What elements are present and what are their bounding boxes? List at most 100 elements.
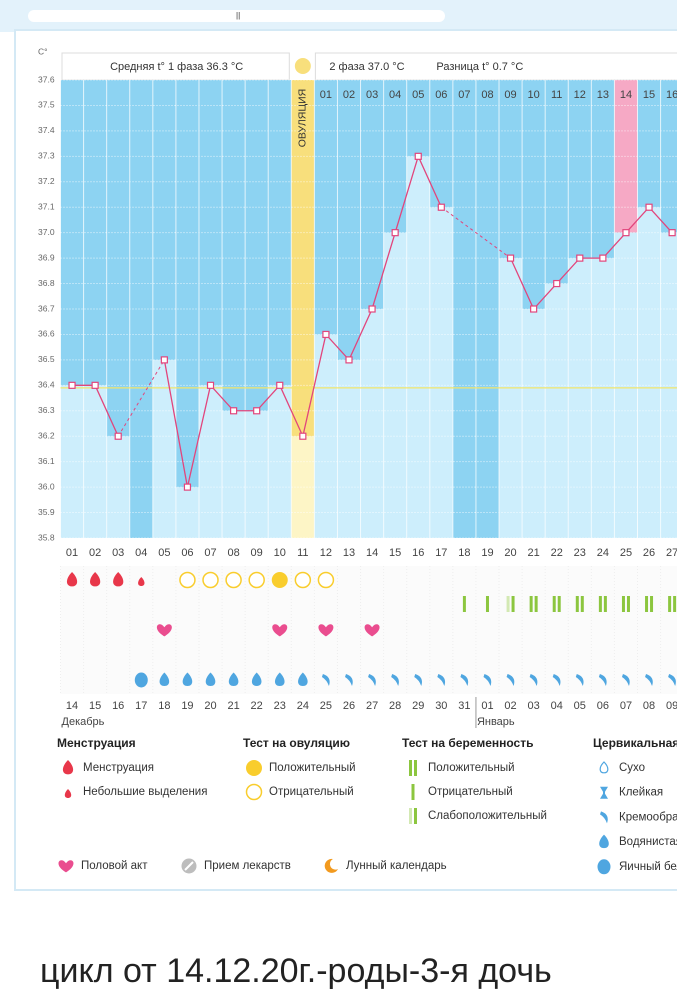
legend-icon (64, 789, 72, 798)
intercourse-mark (272, 624, 288, 637)
y-tick-label: 37.0 (38, 227, 55, 237)
date-label: 05 (574, 700, 586, 712)
pregnancy-test-mark-shape (645, 596, 654, 612)
cervical-mark-shape (274, 672, 285, 686)
date-label: 08 (643, 700, 655, 712)
x-tick-label: 22 (551, 547, 563, 559)
y-tick-label: 36.0 (38, 481, 55, 491)
cervical-mark-shape (345, 674, 353, 686)
x-tick-label: 17 (435, 547, 447, 559)
temperature-bar (406, 156, 430, 539)
menstruation-mark (138, 577, 145, 586)
ovulation-test-mark (271, 572, 288, 588)
legend-icon (411, 784, 415, 800)
cervical-mark-shape (552, 674, 561, 686)
legend-icon-shape (409, 808, 412, 824)
x-tick-label: 09 (251, 547, 263, 559)
x-tick-label: 14 (366, 547, 378, 559)
cervical-mark (391, 674, 399, 686)
cervical-mark (621, 674, 630, 686)
cervical-mark (321, 674, 330, 686)
scrollbar[interactable] (28, 10, 445, 22)
ovulation-test-mark-shape (294, 571, 312, 589)
date-label: 02 (504, 700, 516, 712)
cervical-mark-shape (483, 674, 492, 686)
intercourse-mark-shape (364, 624, 380, 637)
temperature-bar (360, 309, 384, 538)
phase2-day-label: 10 (528, 89, 540, 101)
pregnancy-test-mark (668, 596, 677, 612)
phase2-day-label: 11 (551, 89, 562, 101)
pregnancy-test-mark-shape (485, 596, 489, 612)
x-tick-label: 26 (643, 547, 655, 559)
y-tick-label: 37.1 (38, 201, 55, 211)
y-tick-label: 37.6 (38, 74, 55, 84)
x-tick-label: 16 (412, 547, 424, 559)
date-label: 25 (320, 700, 332, 712)
legend-icon-shape (599, 834, 609, 849)
gap-connector (117, 359, 165, 437)
temperature-point (506, 254, 515, 262)
temperature-point (68, 381, 76, 389)
legend-title: Тест на овуляцию (243, 736, 350, 750)
pregnancy-test-mark (462, 596, 466, 612)
temperature-point (576, 254, 584, 262)
legend-item: Прием лекарств (204, 860, 291, 872)
x-tick-label: 03 (112, 547, 124, 559)
temperature-point (299, 432, 307, 440)
date-label: 03 (528, 700, 540, 712)
caption: цикл от 14.12.20г.-роды-3-я дочь (40, 952, 552, 990)
legend-icon (599, 834, 609, 849)
cervical-mark (483, 674, 492, 686)
cervical-mark-shape (298, 672, 308, 686)
cervical-mark-shape (437, 674, 446, 686)
x-tick-label: 11 (297, 547, 308, 559)
cervical-mark-shape (368, 674, 376, 686)
phase2-day-label: 03 (366, 89, 378, 101)
cervical-mark (645, 674, 653, 686)
date-label: 17 (135, 700, 147, 712)
phase2-day-label: 09 (504, 89, 516, 101)
y-tick-label: 37.3 (38, 151, 55, 161)
highlight-column (614, 80, 638, 233)
legend-icon (600, 811, 608, 824)
x-tick-label: 21 (528, 547, 540, 559)
temperature-point (183, 483, 192, 491)
temperature-bar (152, 359, 176, 538)
menstruation-mark-shape (138, 577, 145, 586)
date-label: 21 (227, 700, 239, 712)
cervical-mark (414, 674, 422, 686)
cervical-mark (134, 672, 148, 688)
temperature-bar (499, 258, 523, 538)
phase2-day-label: 14 (620, 89, 632, 101)
legend-item: Сухо (619, 762, 645, 774)
legend-item: Лунный календарь (346, 860, 447, 872)
temperature-point (414, 152, 422, 160)
phase2-day-label: 07 (458, 89, 470, 101)
cervical-mark-shape (159, 672, 170, 686)
date-label: 22 (251, 700, 263, 712)
legend-icon (599, 761, 609, 774)
phase2-day-label: 16 (666, 89, 677, 101)
y-tick-label: 36.8 (38, 278, 55, 288)
temperature-bar (383, 232, 407, 538)
y-tick-label: 36.5 (38, 354, 55, 364)
cervical-mark (598, 674, 607, 686)
y-tick-label: 37.5 (38, 100, 55, 110)
date-label: 07 (620, 700, 632, 712)
cervical-mark-shape (391, 674, 399, 686)
legend-icon-shape (600, 811, 608, 824)
date-label: 20 (204, 700, 216, 712)
cervical-mark-shape (645, 674, 653, 686)
legend-icon-shape (411, 784, 415, 800)
legend-icon-shape (409, 760, 417, 776)
y-tick-label: 36.3 (38, 405, 55, 415)
pregnancy-test-mark-shape (598, 596, 607, 612)
phase1-label: Средняя t° 1 фаза 36.3 °C (110, 61, 243, 73)
header-box (314, 52, 677, 81)
gap-connector (441, 206, 511, 259)
ovulation-test-mark-shape (271, 572, 288, 588)
temperature-bar (591, 258, 615, 538)
cervical-mark (575, 674, 584, 686)
x-tick-label: 05 (158, 547, 170, 559)
